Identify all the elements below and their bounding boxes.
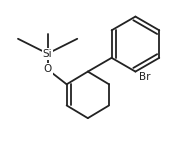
- Text: Br: Br: [139, 72, 150, 82]
- Text: O: O: [43, 64, 52, 74]
- Text: Si: Si: [43, 49, 52, 59]
